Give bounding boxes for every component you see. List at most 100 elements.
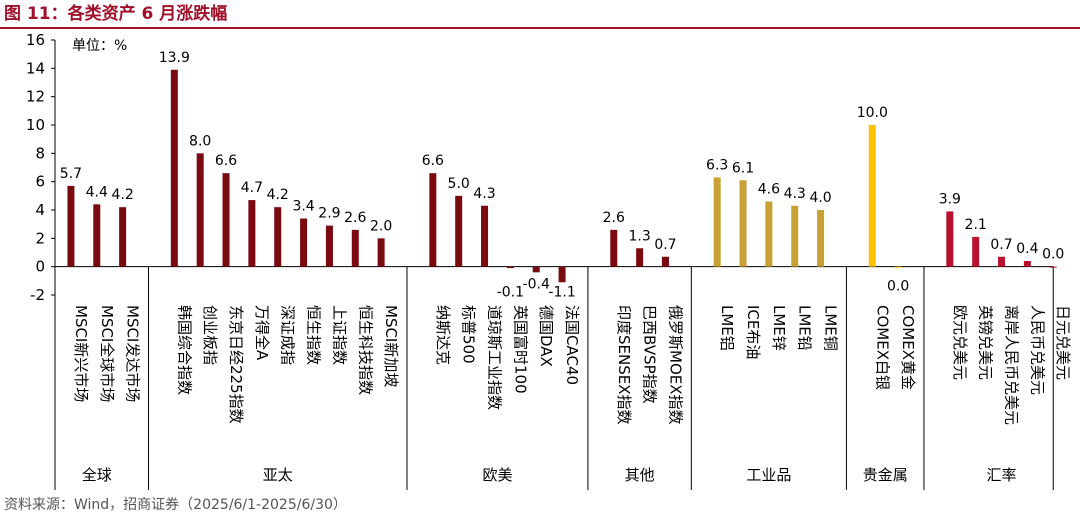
bar — [170, 69, 178, 267]
category-label: LME铝 — [718, 305, 736, 351]
bar — [713, 177, 721, 267]
bar — [325, 225, 333, 267]
bar — [300, 218, 308, 267]
category-label: 离岸人民币兑美元 — [1003, 305, 1021, 425]
category-label: 印度SENSEX指数 — [615, 305, 633, 425]
bar — [532, 266, 540, 273]
bar — [119, 207, 127, 267]
value-label: 0.4 — [1016, 241, 1038, 257]
category-label: 法国CAC40 — [563, 305, 581, 385]
bar — [817, 210, 825, 267]
bar — [93, 204, 101, 267]
category-label: 恒生指数 — [305, 305, 323, 365]
group-label: 工业品 — [746, 466, 791, 484]
category-label: MSCI发达市场 — [124, 305, 142, 402]
value-label: 3.9 — [939, 191, 961, 207]
category-label: 英镑兑美元 — [977, 305, 995, 380]
y-tick-label: 8 — [35, 144, 45, 162]
value-label: 13.9 — [159, 50, 190, 66]
value-label: 3.4 — [292, 199, 314, 215]
value-label: 5.7 — [60, 166, 82, 182]
category-label: 欧元兑美元 — [951, 305, 969, 380]
y-tick-label: 0 — [35, 258, 45, 276]
category-label: 道琼斯工业指数 — [486, 305, 504, 410]
value-label: -0.4 — [523, 277, 550, 293]
group-label: 其他 — [625, 466, 655, 484]
bar — [429, 173, 437, 267]
category-label: 人民币兑美元 — [1028, 305, 1046, 395]
value-label: 6.6 — [215, 153, 237, 169]
group-label: 亚太 — [263, 466, 293, 484]
value-label: 4.3 — [784, 186, 806, 202]
bar — [377, 238, 385, 267]
bar — [222, 173, 230, 267]
bar — [506, 266, 514, 269]
category-label: 日元兑美元 — [1054, 305, 1072, 380]
value-label: 0.0 — [1042, 247, 1064, 263]
category-label: 上证指数 — [330, 305, 348, 365]
bar — [351, 229, 359, 267]
value-label: 10.0 — [857, 105, 888, 121]
value-label: -0.1 — [497, 285, 524, 301]
value-label: 4.3 — [473, 186, 495, 202]
value-label: 0.7 — [990, 237, 1012, 253]
bar — [636, 248, 644, 267]
category-label: COMEX黄金 — [899, 305, 917, 390]
y-tick-label: 12 — [26, 88, 45, 106]
group-label: 全球 — [82, 466, 112, 484]
bar — [739, 180, 747, 267]
y-tick-label: -2 — [30, 286, 45, 304]
category-label: 德国DAX — [537, 305, 555, 367]
bar — [894, 266, 902, 268]
category-label: MSCI新加坡 — [382, 305, 400, 387]
bar — [765, 201, 773, 267]
unit-label: 单位：% — [72, 38, 127, 54]
bar — [248, 200, 256, 267]
value-label: 1.3 — [628, 228, 650, 244]
chart-title: 图 11：各类资产 6 月涨跌幅 — [4, 4, 228, 24]
y-tick-label: 2 — [35, 229, 45, 247]
bar — [196, 153, 204, 267]
category-label: LME铜 — [822, 305, 840, 351]
bar — [998, 256, 1006, 267]
group-label: 欧美 — [482, 466, 512, 484]
value-label: 2.9 — [318, 206, 340, 222]
bar — [558, 266, 566, 283]
value-label: 2.0 — [370, 218, 392, 234]
value-label: 0.0 — [887, 279, 909, 295]
category-label: LME锌 — [770, 305, 788, 351]
category-label: MSCI全球市场 — [98, 305, 116, 402]
value-label: 4.6 — [758, 182, 780, 198]
bar — [455, 195, 463, 267]
value-label: 4.0 — [809, 190, 831, 206]
category-label: 深证成指 — [279, 305, 297, 365]
bar — [481, 205, 489, 267]
value-label: 2.6 — [344, 210, 366, 226]
category-label: 标普500 — [460, 305, 478, 364]
value-label: 5.0 — [448, 176, 470, 192]
category-label: 创业板指 — [201, 305, 219, 365]
category-label: ICE布油 — [744, 305, 762, 359]
value-label: 6.1 — [732, 160, 754, 176]
value-label: 4.7 — [241, 180, 263, 196]
category-label: 东京日经225指数 — [227, 305, 245, 424]
value-label: 0.7 — [654, 237, 676, 253]
value-label: 6.6 — [422, 153, 444, 169]
bar — [274, 207, 282, 267]
y-tick-label: 6 — [35, 173, 45, 191]
y-tick-label: 4 — [35, 201, 45, 219]
title-rule — [0, 27, 1080, 29]
value-label: 2.6 — [603, 210, 625, 226]
category-label: 英国富时100 — [511, 305, 529, 394]
category-label: 俄罗斯MOEX指数 — [666, 305, 684, 425]
bar-chart: -2 0 2 4 6 8 10 12 14 16 单位：% 5.7 MSCI新兴市场 4.4 MSCI全球市… — [26, 31, 1072, 490]
y-tick-label: 14 — [26, 59, 45, 77]
category-label: 万得全A — [253, 305, 271, 361]
source-note: 资料来源：Wind，招商证券（2025/6/1-2025/6/30） — [4, 497, 347, 513]
category-label: 巴西BVSP指数 — [641, 305, 659, 404]
bar — [972, 236, 980, 267]
value-label: 4.2 — [267, 187, 289, 203]
bar — [1023, 261, 1031, 267]
bar — [791, 205, 799, 267]
value-label: 4.4 — [86, 184, 108, 200]
